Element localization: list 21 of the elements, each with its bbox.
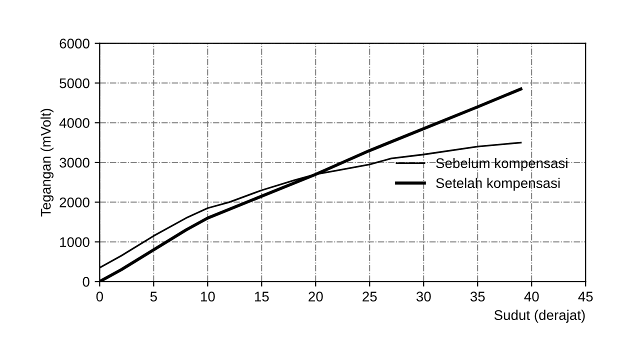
x-tick-label: 10 — [201, 292, 215, 302]
x-tick-label: 20 — [308, 292, 323, 302]
y-tick-label: 4000 — [59, 118, 90, 128]
y-axis-title: Tegangan (mVolt) — [40, 108, 54, 217]
y-tick-label: 0 — [82, 276, 90, 287]
legend-label: Sebelum kompensasi — [436, 158, 568, 171]
x-axis-title: Sudut (derajat) — [494, 310, 585, 323]
x-tick-label: 0 — [96, 292, 103, 302]
y-tick-label: 1000 — [60, 237, 90, 248]
x-tick-label: 30 — [416, 292, 431, 302]
x-tick-label: 25 — [362, 292, 377, 302]
y-tick-label: 5000 — [60, 78, 90, 88]
x-tick-label: 40 — [524, 292, 539, 302]
y-tick-label: 2000 — [60, 197, 90, 208]
x-tick-label: 15 — [254, 292, 269, 302]
y-tick-label: 3000 — [60, 158, 90, 168]
x-tick-label: 45 — [578, 292, 593, 302]
x-tick-label: 5 — [150, 292, 157, 302]
x-tick-label: 35 — [470, 292, 485, 302]
legend-label: Setelah kompensasi — [436, 178, 560, 191]
y-tick-label: 6000 — [60, 38, 90, 48]
